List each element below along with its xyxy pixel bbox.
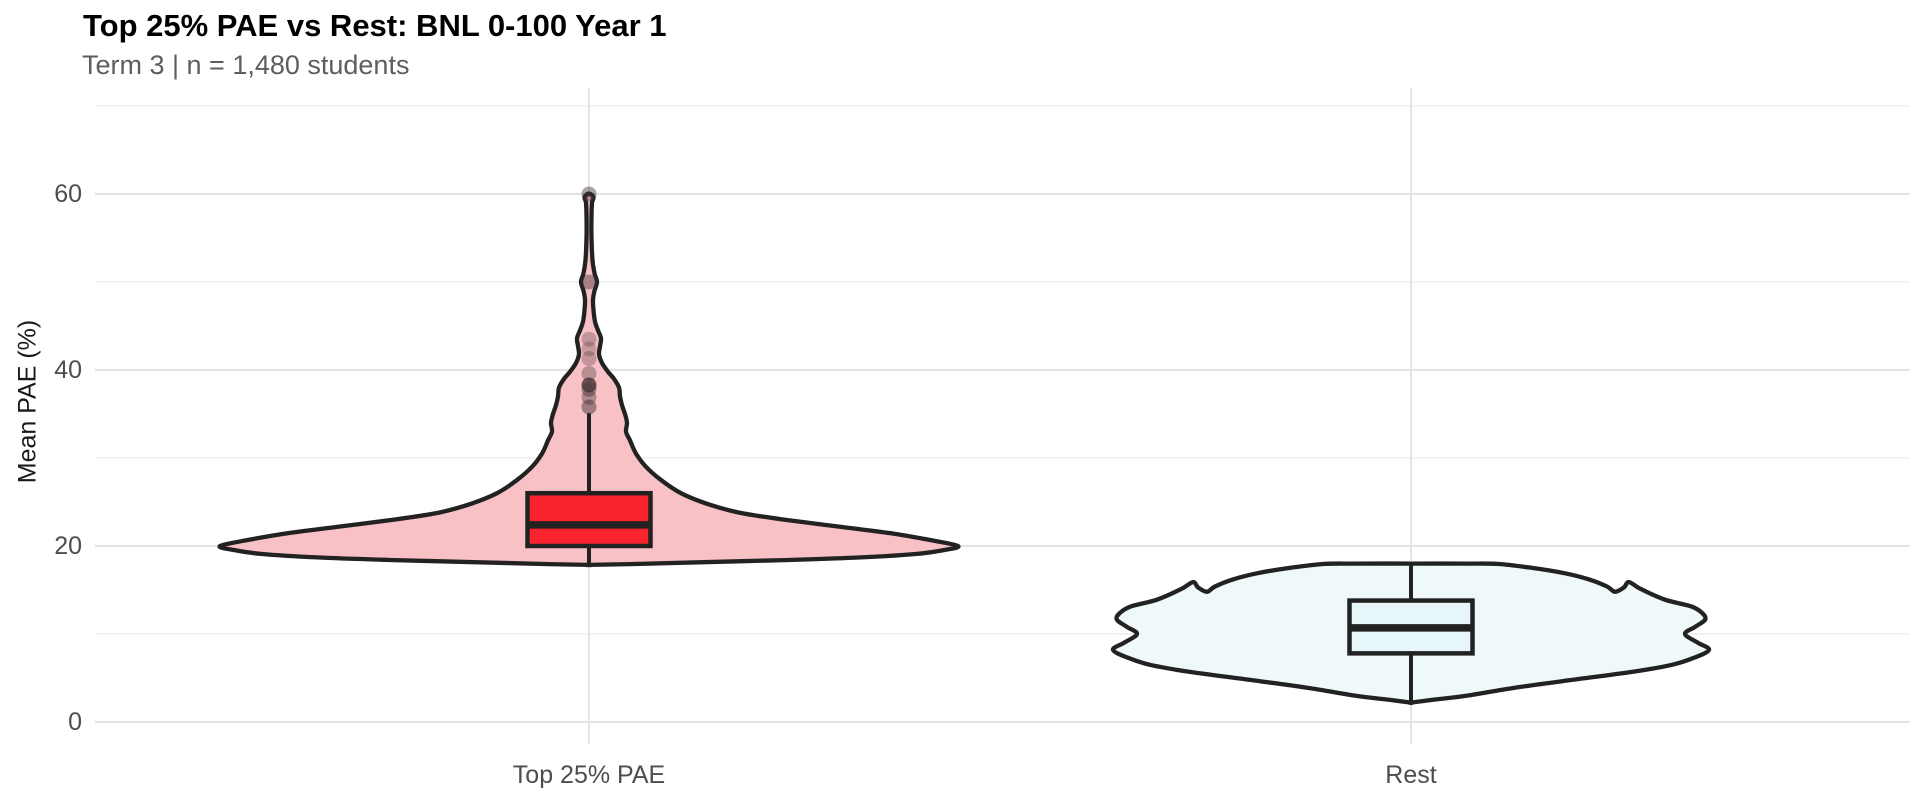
box-1 bbox=[525, 490, 653, 549]
chart-subtitle: Term 3 | n = 1,480 students bbox=[82, 50, 410, 80]
outlier-dot bbox=[581, 341, 597, 357]
chart-title: Top 25% PAE vs Rest: BNL 0-100 Year 1 bbox=[83, 8, 667, 43]
y-tick-label: 0 bbox=[68, 708, 82, 736]
outlier-dot bbox=[581, 377, 597, 393]
y-tick-label: 60 bbox=[54, 180, 82, 208]
y-tick-label: 20 bbox=[54, 532, 82, 560]
outlier-dot bbox=[581, 399, 597, 415]
outlier-dot bbox=[581, 274, 597, 290]
y-tick-label: 40 bbox=[54, 356, 82, 384]
outlier-dot bbox=[581, 331, 597, 347]
x-category-label: Rest bbox=[1385, 761, 1437, 789]
outlier-dot bbox=[581, 381, 597, 397]
outlier-dot bbox=[581, 366, 597, 382]
y-axis-title: Mean PAE (%) bbox=[13, 319, 42, 484]
x-category-label: Top 25% PAE bbox=[512, 761, 666, 789]
outlier-dot bbox=[581, 351, 597, 367]
outlier-dot bbox=[581, 186, 597, 202]
